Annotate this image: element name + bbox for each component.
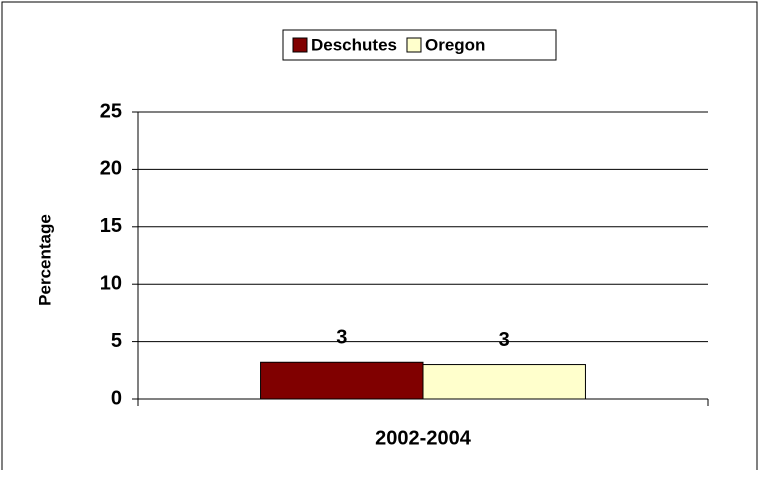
data-label: 3 <box>499 329 510 351</box>
y-tick-label: 20 <box>100 158 122 180</box>
bar <box>422 364 586 400</box>
y-axis-label: Percentage <box>35 214 54 306</box>
y-tick-label: 5 <box>111 330 122 352</box>
legend-swatch <box>292 37 308 53</box>
bar <box>260 361 424 400</box>
y-tick-label: 0 <box>111 387 122 409</box>
data-label: 3 <box>336 327 347 349</box>
x-tick-label: 2002-2004 <box>375 427 472 449</box>
legend-label: Oregon <box>425 35 485 54</box>
frame <box>1 1 758 470</box>
legend-label: Deschutes <box>311 35 397 54</box>
y-tick-label: 10 <box>100 272 122 294</box>
y-tick-label: 25 <box>100 100 122 122</box>
legend-swatch <box>406 37 422 53</box>
y-tick-label: 15 <box>100 215 122 237</box>
